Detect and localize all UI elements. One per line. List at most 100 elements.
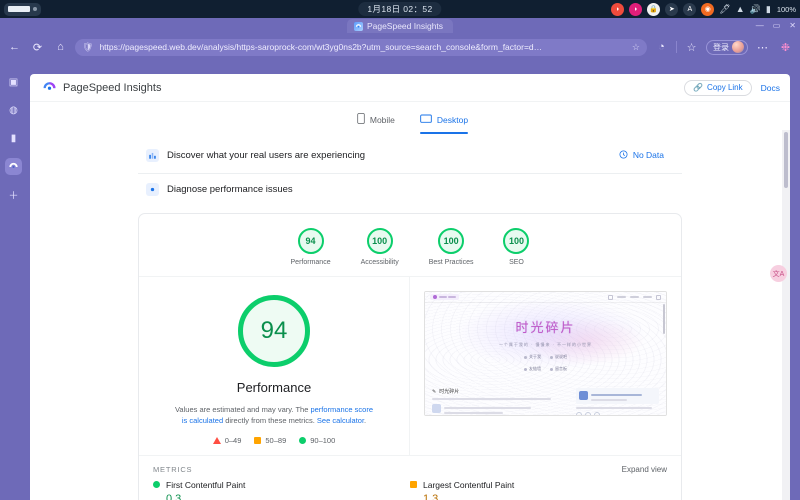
copy-link-button[interactable]: 🔗 Copy Link xyxy=(684,79,752,96)
copilot-sidebar-icon[interactable]: ❉ xyxy=(780,41,791,54)
os-pill-bar xyxy=(8,6,30,12)
thumbnail-nav-item xyxy=(617,295,626,299)
back-icon[interactable]: ← xyxy=(9,41,20,53)
browser-tab-pagespeed[interactable]: PageSpeed Insights xyxy=(346,19,454,33)
mobile-icon xyxy=(357,111,365,129)
score-performance-ring: 94 xyxy=(297,228,324,254)
os-clock[interactable]: 1月18日 02：52 xyxy=(358,2,442,16)
maximize-icon[interactable]: ▭ xyxy=(772,21,781,30)
thumbnail-navbar xyxy=(425,292,666,303)
performance-gauge: 94 xyxy=(238,295,310,367)
site-info-icon[interactable]: 🛡 xyxy=(82,41,94,52)
minimize-icon[interactable]: — xyxy=(755,21,764,30)
score-best-practices[interactable]: 100 Best Practices xyxy=(428,228,474,266)
tab-mobile[interactable]: Mobile xyxy=(352,111,400,137)
pagespeed-header: PageSpeed Insights 🔗 Copy Link Docs xyxy=(30,74,790,102)
score-seo[interactable]: 100 SEO xyxy=(503,228,530,266)
home-icon[interactable]: ⌂ xyxy=(57,41,64,53)
pagespeed-logo[interactable]: PageSpeed Insights xyxy=(42,80,161,95)
close-icon[interactable]: ✕ xyxy=(789,21,796,30)
metric-first-contentful-paint[interactable]: First Contentful Paint 0.3 xyxy=(153,480,410,500)
os-status-bar: 1月18日 02：52 ◗ ◗ 🔒 ➤ A ◉ 🖊 ▲ 🔊 ▮ 100% xyxy=(0,0,800,18)
legend-pass: 90–100 xyxy=(299,436,335,445)
no-data-label: No Data xyxy=(632,150,664,160)
docs-link[interactable]: Docs xyxy=(760,82,780,93)
metrics-header: METRICS Expand view xyxy=(139,454,681,480)
wifi-icon[interactable]: ▲ xyxy=(735,3,745,14)
thumbnail-profile-card xyxy=(575,388,659,404)
diagnose-icon xyxy=(146,183,159,196)
browser-essentials-icon[interactable]: ◍ xyxy=(9,105,18,116)
performance-icon[interactable]: ▮ xyxy=(10,133,17,144)
no-data-icon xyxy=(619,146,628,164)
bookmark-star-icon[interactable]: ☆ xyxy=(631,41,640,52)
copy-link-label: Copy Link xyxy=(707,83,743,92)
thumbnail-text-line xyxy=(575,407,653,409)
metric-value: 1.3 xyxy=(423,492,439,500)
address-bar[interactable]: 🛡 https://pagespeed.web.dev/analysis/htt… xyxy=(75,38,647,56)
score-best-practices-label: Best Practices xyxy=(428,259,474,266)
metric-largest-contentful-paint[interactable]: Largest Contentful Paint 1.3 xyxy=(410,480,667,500)
page-scrollbar-track[interactable] xyxy=(782,130,790,500)
app-icon-magenta[interactable]: ◗ xyxy=(629,2,643,16)
pagespeed-logo-icon xyxy=(42,80,57,95)
social-icon xyxy=(575,412,582,415)
thumbnail-background xyxy=(425,292,666,415)
os-tray-left xyxy=(4,2,41,16)
add-tab-icon[interactable]: ＋ xyxy=(8,191,19,202)
signin-button[interactable]: 登录 xyxy=(706,39,748,55)
app-icon-lock[interactable]: 🔒 xyxy=(647,2,661,16)
thumbnail-nav-item xyxy=(643,295,652,299)
performance-score-link[interactable]: performance score is calculated xyxy=(181,405,373,425)
battery-icon[interactable]: ▮ xyxy=(765,3,771,14)
browser-toolbar: ← ⟳ ⌂ 🛡 https://pagespeed.web.dev/analys… xyxy=(0,34,800,60)
collections-icon[interactable]: ☆ xyxy=(686,41,697,54)
app-icon-telegram[interactable]: ➤ xyxy=(665,2,679,16)
section-field-data-title: Discover what your real users are experi… xyxy=(167,149,366,161)
see-calculator-link[interactable]: See calculator xyxy=(316,415,365,425)
pagespeed-favicon-icon xyxy=(353,21,363,31)
metric-name: First Contentful Paint xyxy=(166,479,246,490)
thumbnail-chip-label: 友链墙 xyxy=(529,366,541,371)
app-icon-orange[interactable]: ◉ xyxy=(701,2,715,16)
reload-icon[interactable]: ⟳ xyxy=(32,41,43,54)
input-method-icon[interactable]: 🖊 xyxy=(719,3,731,14)
thumbnail-brand-dot-icon xyxy=(433,295,437,299)
tab-manager-icon[interactable]: ▣ xyxy=(8,77,19,88)
disclaimer-pre: Values are estimated and may vary. The xyxy=(174,405,311,414)
thumbnail-post-card xyxy=(432,404,568,415)
app-icon-red[interactable]: ◗ xyxy=(611,2,625,16)
score-accessibility[interactable]: 100 Accessibility xyxy=(361,228,399,266)
social-icon xyxy=(593,412,600,415)
score-performance[interactable]: 94 Performance xyxy=(291,228,331,266)
thumbnail-sidebar-column xyxy=(575,388,659,415)
more-options-icon[interactable]: ⋯ xyxy=(757,41,768,54)
link-icon: 🔗 xyxy=(693,83,704,92)
translate-icon[interactable]: 文A xyxy=(770,265,787,282)
browser-window: PageSpeed Insights — ▭ ✕ ← ⟳ ⌂ 🛡 https:/… xyxy=(0,18,800,500)
form-factor-tabs: Mobile Desktop xyxy=(30,102,790,137)
thumbnail-main-column: ✎ 时光碎片 xyxy=(432,388,568,415)
page-screenshot-thumbnail[interactable]: 时光碎片 一个属于我的 · 慢慢来 · 不一样的小世界 关于我 说说吧 友链墙 … xyxy=(424,291,667,416)
metric-name: Largest Contentful Paint xyxy=(423,479,515,490)
page-scrollbar-thumb[interactable] xyxy=(784,132,788,188)
tab-mobile-label: Mobile xyxy=(369,115,395,125)
thumbnail-chip-label: 说说吧 xyxy=(555,354,567,359)
thumbnail-chip-row-1: 关于我 说说吧 xyxy=(425,354,666,360)
os-recording-indicator[interactable] xyxy=(4,2,41,16)
legend-pass-range: 90–100 xyxy=(310,435,336,445)
pagespeed-insights-icon[interactable] xyxy=(5,158,22,175)
volume-icon[interactable]: 🔊 xyxy=(749,3,761,14)
thumbnail-text-line xyxy=(432,398,552,400)
thumbnail-text-line xyxy=(444,412,504,414)
thumbnail-section-heading-label: 时光碎片 xyxy=(439,389,460,395)
address-bar-url: https://pagespeed.web.dev/analysis/https… xyxy=(99,42,543,52)
thumbnail-brand xyxy=(430,294,459,300)
app-icon-font[interactable]: A xyxy=(683,2,697,16)
expand-view-toggle[interactable]: Expand view xyxy=(621,464,667,474)
browser-tab-strip: PageSpeed Insights — ▭ ✕ xyxy=(0,18,800,34)
chip-dot-icon xyxy=(524,355,527,359)
copilot-icon[interactable]: ◔ xyxy=(658,41,665,53)
tab-desktop[interactable]: Desktop xyxy=(420,111,468,137)
